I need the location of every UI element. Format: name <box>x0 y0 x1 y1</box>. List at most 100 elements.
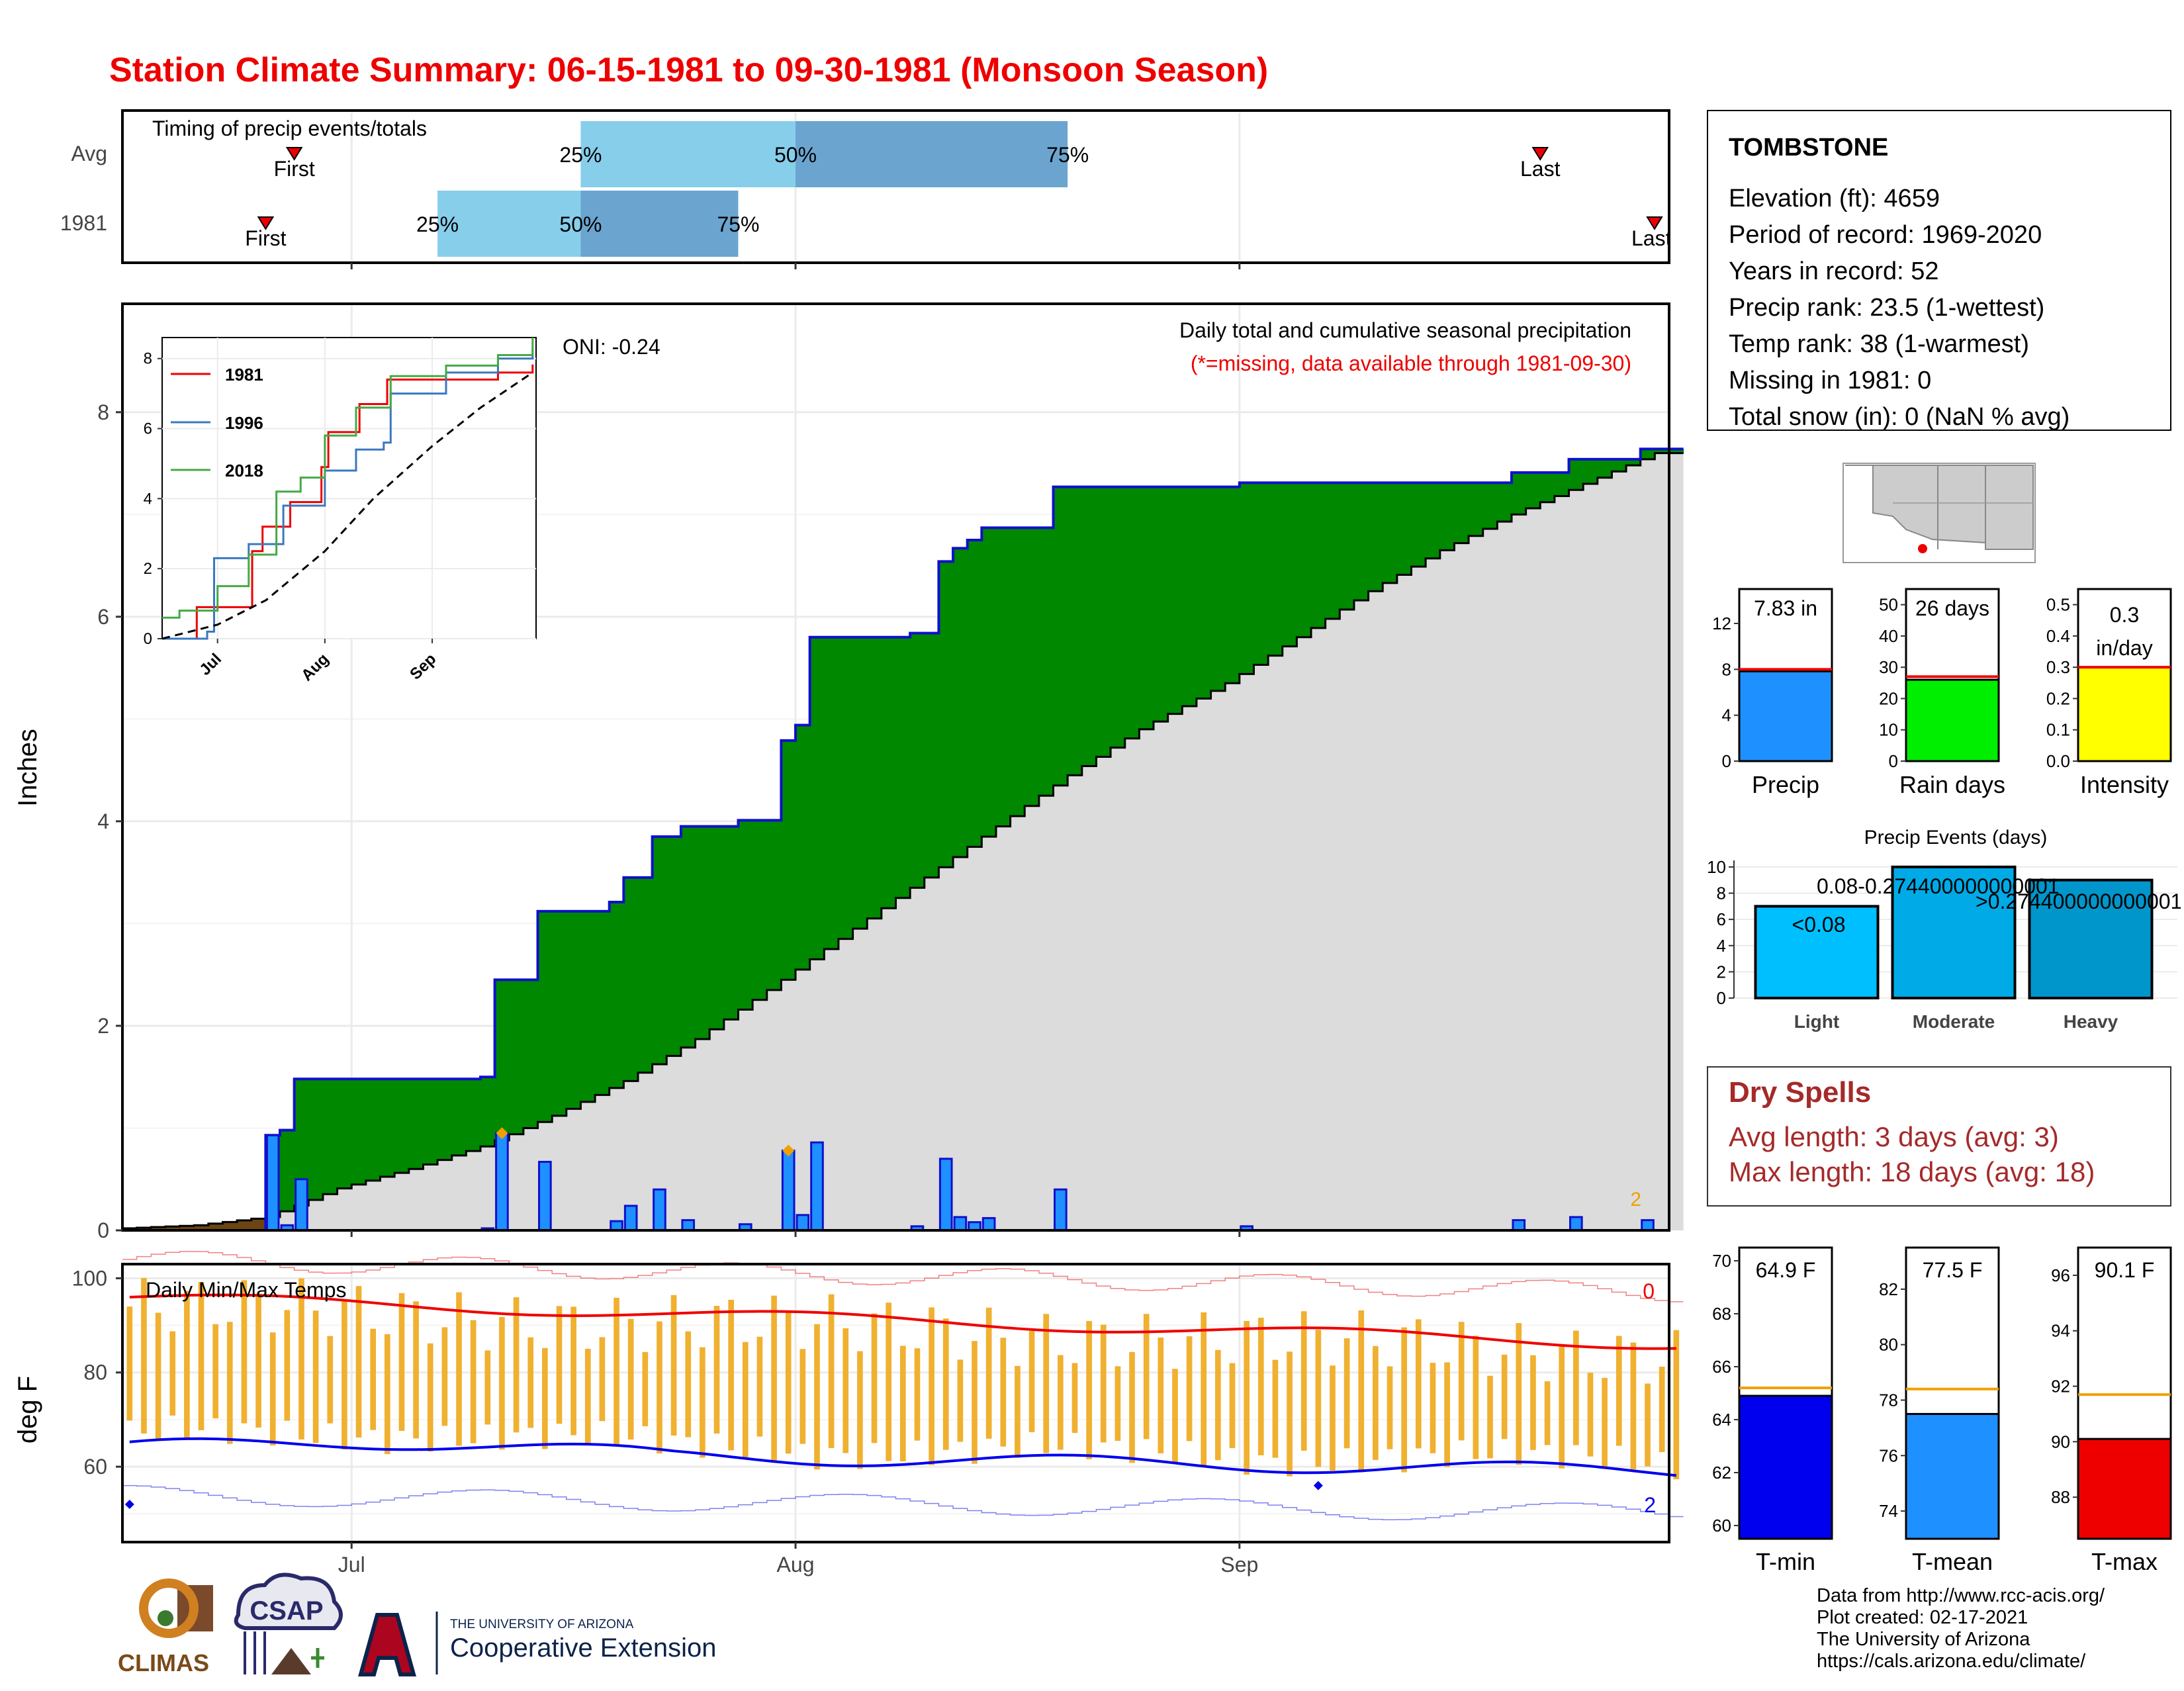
inset-ytick-label-4: 8 <box>144 350 152 368</box>
timing-bar-q1-0 <box>580 121 796 187</box>
cumulative-diff-14 <box>322 1079 338 1195</box>
record-low-marker-0 <box>124 1500 134 1510</box>
summary-label-intensity: Intensity <box>2080 771 2169 798</box>
cumulative-diff-2 <box>151 1227 166 1230</box>
daily-temp-bar-44 <box>756 1336 763 1437</box>
locator-map <box>1843 463 2036 563</box>
avg-cumulative-line <box>122 452 1684 1230</box>
daily-temp-bar-43 <box>742 1342 749 1458</box>
daily-temp-bar-71 <box>1143 1314 1150 1440</box>
timing-last-marker-0 <box>1531 147 1549 161</box>
temp-panel: 60 80 100 Jul Aug Sep Daily Min/Max Temps de… <box>13 1251 1684 1577</box>
daily-temp-bar-106 <box>1645 1383 1651 1467</box>
summary-value-rain: 26 days <box>1915 596 1989 620</box>
cumulative-diff-18 <box>380 1079 395 1177</box>
summary-tick-label-intensity-2: 0.2 <box>2046 688 2070 708</box>
daily-precip-bar-13 <box>810 1141 824 1232</box>
daily-precip-bar-8 <box>653 1188 666 1232</box>
cumulative-diff-36 <box>638 877 653 1073</box>
daily-temp-bar-96 <box>1501 1354 1508 1440</box>
credits: Data from http://www.rcc-acis.org/ Plot … <box>1817 1585 2105 1672</box>
timing-first-marker-1 <box>257 216 275 230</box>
credit-line-3: The University of Arizona <box>1817 1629 2030 1650</box>
daily-temp-bar-51 <box>857 1351 863 1469</box>
cumulative-diff-66 <box>1068 486 1083 776</box>
cumulative-diff-34 <box>609 901 624 1088</box>
cumulative-diff-86 <box>1353 482 1369 601</box>
event-category-1: Moderate <box>1913 1011 1995 1032</box>
cumulative-diff-95 <box>1482 482 1498 529</box>
daily-temp-bar-107 <box>1659 1366 1665 1453</box>
cumulative-diff-29 <box>537 911 553 1122</box>
daily-precip-bar-7 <box>623 1205 638 1232</box>
cumulative-diff-41 <box>709 826 725 1030</box>
event-range-label-0: <0.08 <box>1792 913 1846 937</box>
cumulative-diff-56 <box>924 633 940 878</box>
timing-q25-label-1: 25% <box>416 212 459 236</box>
inset-line-1981 <box>162 364 534 640</box>
daily-temp-bar-37 <box>657 1321 662 1454</box>
cumulative-diff-35 <box>623 877 639 1081</box>
cumulative-diff-7 <box>222 1222 238 1230</box>
cumulative-diff-103 <box>1597 459 1613 478</box>
daily-temp-bar-72 <box>1158 1337 1164 1453</box>
events-tick-label-5: 10 <box>1707 857 1726 877</box>
daily-temp-bar-64 <box>1043 1314 1050 1453</box>
avg-min-temp-line <box>129 1437 1677 1477</box>
timing-q50-label-1: 50% <box>559 212 602 236</box>
daily-temp-bar-24 <box>470 1320 477 1443</box>
timing-first-label-1: First <box>245 226 286 250</box>
cumulative-diff-77 <box>1225 486 1240 684</box>
summary-label-rain: Rain days <box>1899 771 2005 798</box>
avg-max-temp-line <box>129 1293 1676 1350</box>
cumulative-diff-92 <box>1439 482 1455 551</box>
temp-bar-tmin <box>1738 1394 1833 1540</box>
daily-temp-bar-100 <box>1559 1345 1565 1469</box>
daily-temp-bar-21 <box>427 1343 433 1452</box>
cumulative-diff-104 <box>1612 459 1627 472</box>
daily-temp-bar-98 <box>1530 1355 1536 1450</box>
ua-logo: THE UNIVERSITY OF ARIZONA Cooperative Ex… <box>358 1612 716 1676</box>
cumulative-diff-76 <box>1210 486 1226 691</box>
cumulative-diff-27 <box>509 980 524 1134</box>
temp-tick-label-tmin-0: 60 <box>1712 1516 1731 1535</box>
daily-temp-bar-63 <box>1028 1331 1035 1432</box>
events-tick-label-3: 6 <box>1717 909 1726 929</box>
daily-temp-bar-6 <box>212 1324 218 1419</box>
temp-tick-label-tmean-2: 78 <box>1879 1390 1898 1410</box>
daily-temp-bar-87 <box>1373 1346 1379 1460</box>
cumulative-diff-24 <box>466 1079 481 1152</box>
summary-tick-label-rain-1: 10 <box>1879 720 1898 740</box>
cumulative-diff-60 <box>981 527 997 837</box>
trace-marker-1 <box>782 1144 795 1157</box>
daily-temp-bar-47 <box>799 1349 806 1444</box>
precip-ytick-label-0: 0 <box>97 1218 109 1242</box>
timing-bar-q2-1 <box>580 191 739 257</box>
temp-ytick-label-2: 100 <box>72 1266 107 1290</box>
cumulative-diff-19 <box>394 1079 410 1173</box>
daily-temp-bar-29 <box>542 1348 548 1449</box>
daily-temp-bar-0 <box>126 1306 133 1421</box>
daily-temp-bar-50 <box>842 1328 849 1453</box>
csap-wordmark: CSAP <box>250 1596 323 1625</box>
inset-legend: 1981 1996 2018 <box>171 365 263 480</box>
daily-temp-bar-83 <box>1315 1330 1322 1467</box>
daily-temp-bar-5 <box>198 1281 205 1430</box>
daily-precip-bar-16 <box>953 1216 968 1232</box>
dry-spells-max: Max length: 18 days (avg: 18) <box>1729 1156 2095 1187</box>
daily-temp-bar-25 <box>484 1350 491 1425</box>
temp-tick-label-tmax-0: 88 <box>2051 1487 2070 1507</box>
daily-temp-bar-86 <box>1358 1310 1365 1473</box>
cumulative-diff-8 <box>237 1220 252 1230</box>
daily-temp-bar-22 <box>441 1327 448 1426</box>
daily-temp-bar-69 <box>1115 1366 1121 1441</box>
cumulative-diff-37 <box>652 837 667 1065</box>
precip-ytick-label-2: 4 <box>97 809 109 833</box>
trace-marker-0 <box>496 1127 508 1140</box>
credit-line-4: https://cals.arizona.edu/climate/ <box>1817 1651 2086 1672</box>
daily-temp-bar-95 <box>1487 1375 1493 1459</box>
cumulative-diff-31 <box>566 911 582 1109</box>
daily-temp-bar-66 <box>1071 1363 1078 1434</box>
